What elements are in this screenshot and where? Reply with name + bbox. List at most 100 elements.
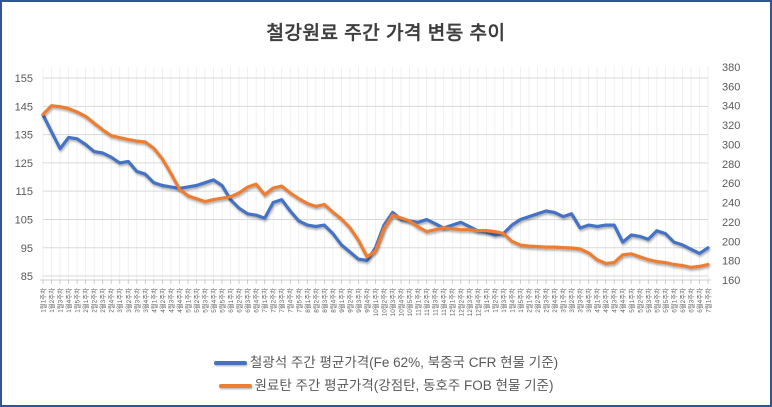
- svg-text:10월3주차: 10월3주차: [388, 288, 397, 316]
- svg-text:200: 200: [722, 236, 740, 248]
- svg-text:6월2주차: 6월2주차: [678, 288, 687, 313]
- svg-text:6월1주차: 6월1주차: [669, 288, 678, 313]
- svg-text:125: 125: [15, 158, 33, 170]
- svg-text:8월2주차: 8월2주차: [311, 288, 320, 313]
- svg-text:3월4주차: 3월4주차: [584, 288, 593, 313]
- coking-coal-legend-label: 원료탄 주간 평균가격(강점탄, 동호주 FOB 현물 기준): [254, 378, 554, 393]
- svg-text:340: 340: [722, 101, 740, 113]
- svg-text:7월5주차: 7월5주차: [294, 288, 303, 313]
- svg-text:2월2주차: 2월2주차: [90, 288, 99, 313]
- svg-text:2월4주차: 2월4주차: [550, 288, 559, 313]
- svg-text:11월4주차: 11월4주차: [439, 288, 448, 316]
- svg-text:6월2주차: 6월2주차: [235, 288, 244, 313]
- svg-text:3월4주차: 3월4주차: [141, 288, 150, 313]
- svg-text:280: 280: [722, 159, 740, 171]
- svg-text:12월3주차: 12월3주차: [465, 288, 474, 316]
- svg-text:7월1주차: 7월1주차: [260, 288, 269, 313]
- svg-text:2월1주차: 2월1주차: [81, 288, 90, 313]
- svg-text:12월2주차: 12월2주차: [456, 288, 465, 316]
- svg-text:2월4주차: 2월4주차: [107, 288, 116, 313]
- right-axis-labels: 160 180 200 220 240 260 280 300 320 340 360 380: [722, 62, 740, 287]
- svg-text:5월3주차: 5월3주차: [644, 288, 653, 313]
- svg-text:4월2주차: 4월2주차: [601, 288, 610, 313]
- left-axis-labels: 85 95 105 115 125 135 145 155: [15, 73, 33, 283]
- x-axis-labels: 1월1주차 1월2주차 1월3주차 1월4주차 1월5주차 2월1주차 2월2주차 2월3주차…: [39, 288, 713, 316]
- svg-text:2월2주차: 2월2주차: [533, 288, 542, 313]
- svg-text:145: 145: [15, 101, 33, 113]
- svg-text:8월3주차: 8월3주차: [320, 288, 329, 313]
- chart-title: 철강원료 주간 가격 변동 추이: [266, 23, 506, 44]
- svg-text:7월1주차: 7월1주차: [704, 288, 713, 313]
- svg-text:240: 240: [722, 198, 740, 210]
- svg-text:155: 155: [15, 73, 33, 85]
- iron-ore-legend-label: 철광석 주간 평균가격(Fe 62%, 북중국 CFR 현물 기준): [249, 355, 559, 370]
- svg-text:3월3주차: 3월3주차: [132, 288, 141, 313]
- svg-text:2월1주차: 2월1주차: [524, 288, 533, 313]
- svg-text:7월4주차: 7월4주차: [286, 288, 295, 313]
- svg-text:1월2주차: 1월2주차: [490, 288, 499, 313]
- svg-text:7월3주차: 7월3주차: [277, 288, 286, 313]
- svg-text:5월5주차: 5월5주차: [661, 288, 670, 313]
- svg-text:6월3주차: 6월3주차: [686, 288, 695, 313]
- svg-text:160: 160: [722, 275, 740, 287]
- svg-text:300: 300: [722, 139, 740, 151]
- coking-coal-legend-line: [218, 384, 252, 388]
- svg-text:4월1주차: 4월1주차: [593, 288, 602, 313]
- svg-text:320: 320: [722, 120, 740, 132]
- svg-text:5월2주차: 5월2주차: [192, 288, 201, 313]
- svg-text:5월4주차: 5월4주차: [209, 288, 218, 313]
- svg-text:3월2주차: 3월2주차: [124, 288, 133, 313]
- svg-text:10월1주차: 10월1주차: [371, 288, 380, 316]
- svg-text:360: 360: [722, 81, 740, 93]
- svg-text:3월1주차: 3월1주차: [115, 288, 124, 313]
- svg-text:9월1주차: 9월1주차: [337, 288, 346, 313]
- svg-text:220: 220: [722, 217, 740, 229]
- legend-item-iron-ore: 철광석 주간 평균가격(Fe 62%, 북중국 CFR 현물 기준): [213, 354, 559, 372]
- svg-text:11월1주차: 11월1주차: [414, 288, 423, 316]
- legend: 철광석 주간 평균가격(Fe 62%, 북중국 CFR 현물 기준) 원료탄 주…: [2, 354, 770, 395]
- svg-text:4월2주차: 4월2주차: [158, 288, 167, 313]
- legend-item-coking-coal: 원료탄 주간 평균가격(강점탄, 동호주 FOB 현물 기준): [218, 377, 554, 395]
- svg-text:6월4주차: 6월4주차: [695, 288, 704, 313]
- svg-text:5월4주차: 5월4주차: [652, 288, 661, 313]
- svg-text:1월3주차: 1월3주차: [499, 288, 508, 313]
- svg-text:4월3주차: 4월3주차: [610, 288, 619, 313]
- svg-text:11월2주차: 11월2주차: [422, 288, 431, 316]
- svg-text:1월3주차: 1월3주차: [56, 288, 65, 313]
- svg-text:180: 180: [722, 256, 740, 268]
- svg-text:95: 95: [21, 243, 33, 255]
- svg-text:1월5주차: 1월5주차: [516, 288, 525, 313]
- svg-text:5월2주차: 5월2주차: [635, 288, 644, 313]
- svg-text:85: 85: [21, 271, 33, 283]
- svg-text:5월1주차: 5월1주차: [183, 288, 192, 313]
- svg-text:4월4주차: 4월4주차: [175, 288, 184, 313]
- svg-text:260: 260: [722, 178, 740, 190]
- svg-text:10월4주차: 10월4주차: [397, 288, 406, 316]
- svg-text:8월1주차: 8월1주차: [303, 288, 312, 313]
- svg-text:6월1주차: 6월1주차: [226, 288, 235, 313]
- svg-text:4월3주차: 4월3주차: [166, 288, 175, 313]
- svg-text:380: 380: [722, 62, 740, 74]
- svg-text:8월4주차: 8월4주차: [328, 288, 337, 313]
- svg-text:105: 105: [15, 214, 33, 226]
- svg-text:6월4주차: 6월4주차: [252, 288, 261, 313]
- svg-text:10월2주차: 10월2주차: [380, 288, 389, 316]
- x-axis: [40, 279, 711, 284]
- svg-text:7월2주차: 7월2주차: [269, 288, 278, 313]
- svg-text:5월5주차: 5월5주차: [218, 288, 227, 313]
- svg-text:6월3주차: 6월3주차: [243, 288, 252, 313]
- svg-text:12월4주차: 12월4주차: [473, 288, 482, 316]
- svg-text:3월3주차: 3월3주차: [576, 288, 585, 313]
- svg-text:9월2주차: 9월2주차: [345, 288, 354, 313]
- svg-text:3월1주차: 3월1주차: [559, 288, 568, 313]
- svg-text:9월3주차: 9월3주차: [354, 288, 363, 313]
- svg-text:9월4주차: 9월4주차: [362, 288, 371, 313]
- svg-text:12월1주차: 12월1주차: [448, 288, 457, 316]
- svg-text:5월3주차: 5월3주차: [200, 288, 209, 313]
- svg-text:10월5주차: 10월5주차: [405, 288, 414, 316]
- svg-text:135: 135: [15, 130, 33, 142]
- svg-text:1월1주차: 1월1주차: [482, 288, 491, 313]
- svg-text:1월2주차: 1월2주차: [47, 288, 56, 313]
- svg-text:1월5주차: 1월5주차: [73, 288, 82, 313]
